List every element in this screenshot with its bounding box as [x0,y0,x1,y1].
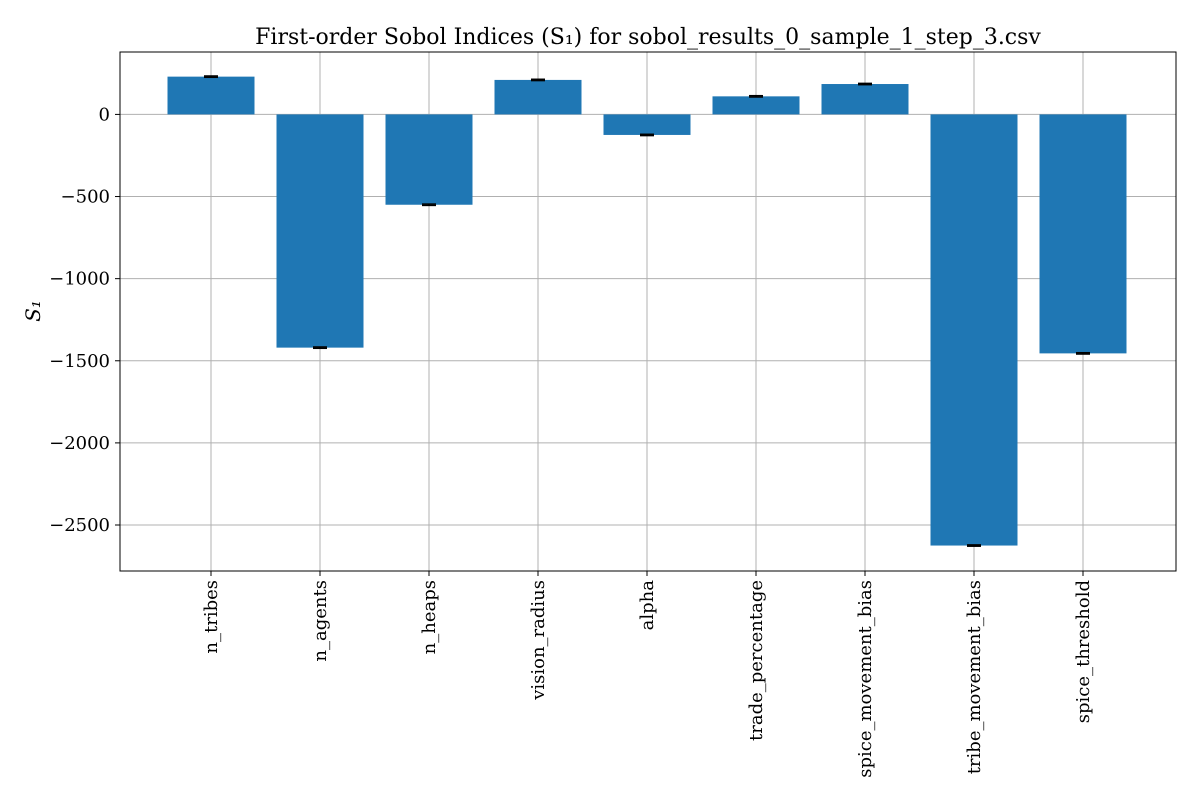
y-tick-label: −500 [61,187,110,208]
x-axis-ticks: n_tribes n_agents n_heaps vision_radius alph… [201,571,1094,778]
x-tick-label-spice_movement_bias: spice_movement_bias [855,580,876,778]
x-tick-label-vision_radius: vision_radius [528,580,549,701]
bar-n_tribes [167,76,255,115]
x-tick-label-n_agents: n_agents [310,580,331,662]
x-tick-label-trade_percentage: trade_percentage [746,580,767,741]
y-tick-label: −1000 [49,269,110,290]
bar-spice_movement_bias [821,84,909,115]
x-tick-label-alpha: alpha [637,580,658,631]
y-tick-label: −2000 [49,433,110,454]
bars-layer [167,76,1127,546]
bar-trade_percentage [712,96,800,115]
chart-title: First-order Sobol Indices (S₁) for sobol… [255,25,1041,50]
bar-vision_radius [494,79,582,115]
y-tick-label: −1500 [49,351,110,372]
y-tick-label: −2500 [49,515,110,536]
bar-n_heaps [385,114,473,205]
bar-n_agents [276,114,364,348]
x-tick-label-n_heaps: n_heaps [419,580,440,654]
x-tick-label-n_tribes: n_tribes [201,580,222,654]
plot-frame [119,51,1177,572]
bar-alpha [603,114,691,135]
y-axis-ticks: 0 −500 −1000 −1500 −2000 −2500 [49,104,120,536]
bar-tribe_movement_bias [930,114,1018,546]
y-axis-label: S₁ [21,300,45,322]
y-tick-label: 0 [99,104,110,125]
x-tick-label-tribe_movement_bias: tribe_movement_bias [964,580,985,774]
errorbars-layer [204,75,1090,547]
bar-spice_threshold [1039,114,1127,354]
x-tick-label-spice_threshold: spice_threshold [1073,580,1094,723]
